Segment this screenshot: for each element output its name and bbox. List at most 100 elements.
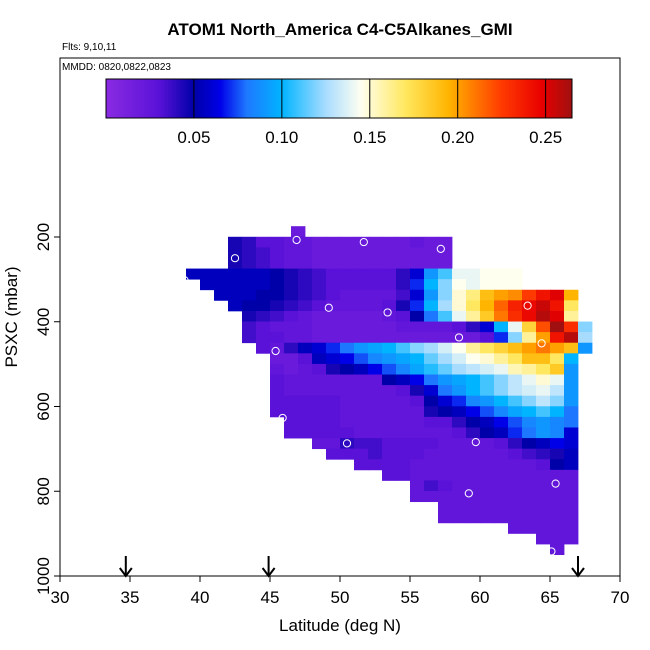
heatmap-cell — [256, 247, 271, 259]
heatmap-cell — [480, 268, 495, 280]
heatmap-cell — [536, 491, 551, 503]
heatmap-cell — [494, 480, 509, 492]
heatmap-cell — [284, 427, 299, 439]
heatmap-cell — [354, 427, 369, 439]
heatmap-cell — [242, 300, 257, 312]
heatmap-cell — [438, 289, 453, 301]
heatmap-cell — [298, 363, 313, 375]
heatmap-cell — [536, 310, 551, 322]
heatmap-cell — [494, 310, 509, 322]
heatmap-cell — [242, 279, 257, 291]
heatmap-cell — [424, 289, 439, 301]
heatmap-cell — [410, 385, 425, 397]
heatmap-cell — [326, 395, 341, 407]
heatmap-cell — [480, 353, 495, 365]
heatmap-cell — [522, 522, 537, 534]
heatmap-cell — [522, 469, 537, 481]
heatmap-cell — [298, 279, 313, 291]
heatmap-cell — [312, 257, 327, 269]
heatmap-cell — [410, 236, 425, 248]
heatmap-cell — [368, 247, 383, 259]
x-tick-label: 60 — [471, 588, 490, 607]
heatmap-cell — [550, 406, 565, 418]
heatmap-cell — [312, 406, 327, 418]
heatmap-cell — [326, 342, 341, 354]
heatmap-cell — [228, 247, 243, 259]
heatmap-cell — [312, 332, 327, 344]
heatmap-cell — [438, 406, 453, 418]
heatmap-cell — [284, 268, 299, 280]
heatmap-cell — [508, 416, 523, 428]
heatmap-cell — [410, 257, 425, 269]
heatmap-cell — [452, 448, 467, 460]
heatmap-cell — [466, 310, 481, 322]
heatmap-cell — [536, 342, 551, 354]
heatmap-cell — [536, 512, 551, 524]
heatmap-cell — [438, 501, 453, 513]
heatmap-cell — [480, 321, 495, 333]
heatmap-cell — [354, 459, 369, 471]
sample-markers — [180, 235, 560, 556]
heatmap-cell — [382, 459, 397, 471]
heatmap-cell — [550, 385, 565, 397]
heatmap-cell — [298, 300, 313, 312]
heatmap-cell — [452, 395, 467, 407]
heatmap-cell — [480, 512, 495, 524]
heatmap-cell — [396, 406, 411, 418]
heatmap-cell — [452, 342, 467, 354]
heatmap-cell — [508, 512, 523, 524]
heatmap-cell — [396, 321, 411, 333]
heatmap-cell — [466, 491, 481, 503]
heatmap-cell — [354, 268, 369, 280]
heatmap-cell — [438, 480, 453, 492]
heatmap-cell — [270, 385, 285, 397]
heatmap-cell — [368, 300, 383, 312]
heatmap-cell — [312, 385, 327, 397]
heatmap-cell — [508, 427, 523, 439]
heatmap-cell — [410, 469, 425, 481]
heatmap-cell — [382, 374, 397, 386]
heatmap-cell — [438, 491, 453, 503]
heatmap-cell — [466, 512, 481, 524]
heatmap-cell — [438, 512, 453, 524]
heatmap-cell — [340, 332, 355, 344]
heatmap-cell — [270, 268, 285, 280]
sample-marker — [324, 303, 333, 312]
heatmap-cell — [424, 353, 439, 365]
heatmap-cell — [480, 279, 495, 291]
heatmap-cell — [298, 395, 313, 407]
heatmap-cell — [438, 395, 453, 407]
heatmap-cell — [494, 438, 509, 450]
heatmap-cell — [494, 469, 509, 481]
heatmap-cell — [424, 491, 439, 503]
heatmap-cell — [410, 300, 425, 312]
heatmap-cell — [368, 395, 383, 407]
heatmap-cell — [410, 310, 425, 322]
heatmap-cell — [410, 427, 425, 439]
heatmap-cell — [452, 310, 467, 322]
heatmap-cell — [228, 236, 243, 248]
heatmap-cell — [382, 342, 397, 354]
heatmap-cell — [396, 416, 411, 428]
heatmap-cell — [494, 416, 509, 428]
heatmap-cell — [466, 427, 481, 439]
heatmap-cells — [186, 226, 593, 555]
heatmap-cell — [368, 342, 383, 354]
heatmap-cell — [564, 491, 579, 503]
heatmap-cell — [424, 385, 439, 397]
heatmap-cell — [536, 480, 551, 492]
heatmap-cell — [550, 522, 565, 534]
heatmap-cell — [242, 289, 257, 301]
heatmap-cell — [494, 512, 509, 524]
heatmap-cell — [438, 236, 453, 248]
heatmap-cell — [564, 427, 579, 439]
heatmap-cell — [424, 342, 439, 354]
heatmap-cell — [522, 448, 537, 460]
heatmap-cell — [284, 342, 299, 354]
colorbar-tick-label: 0.25 — [529, 128, 562, 147]
heatmap-cell — [564, 321, 579, 333]
heatmap-cell — [424, 247, 439, 259]
y-tick-label: 400 — [34, 308, 53, 336]
heatmap-cell — [564, 363, 579, 375]
heatmap-cell — [270, 406, 285, 418]
